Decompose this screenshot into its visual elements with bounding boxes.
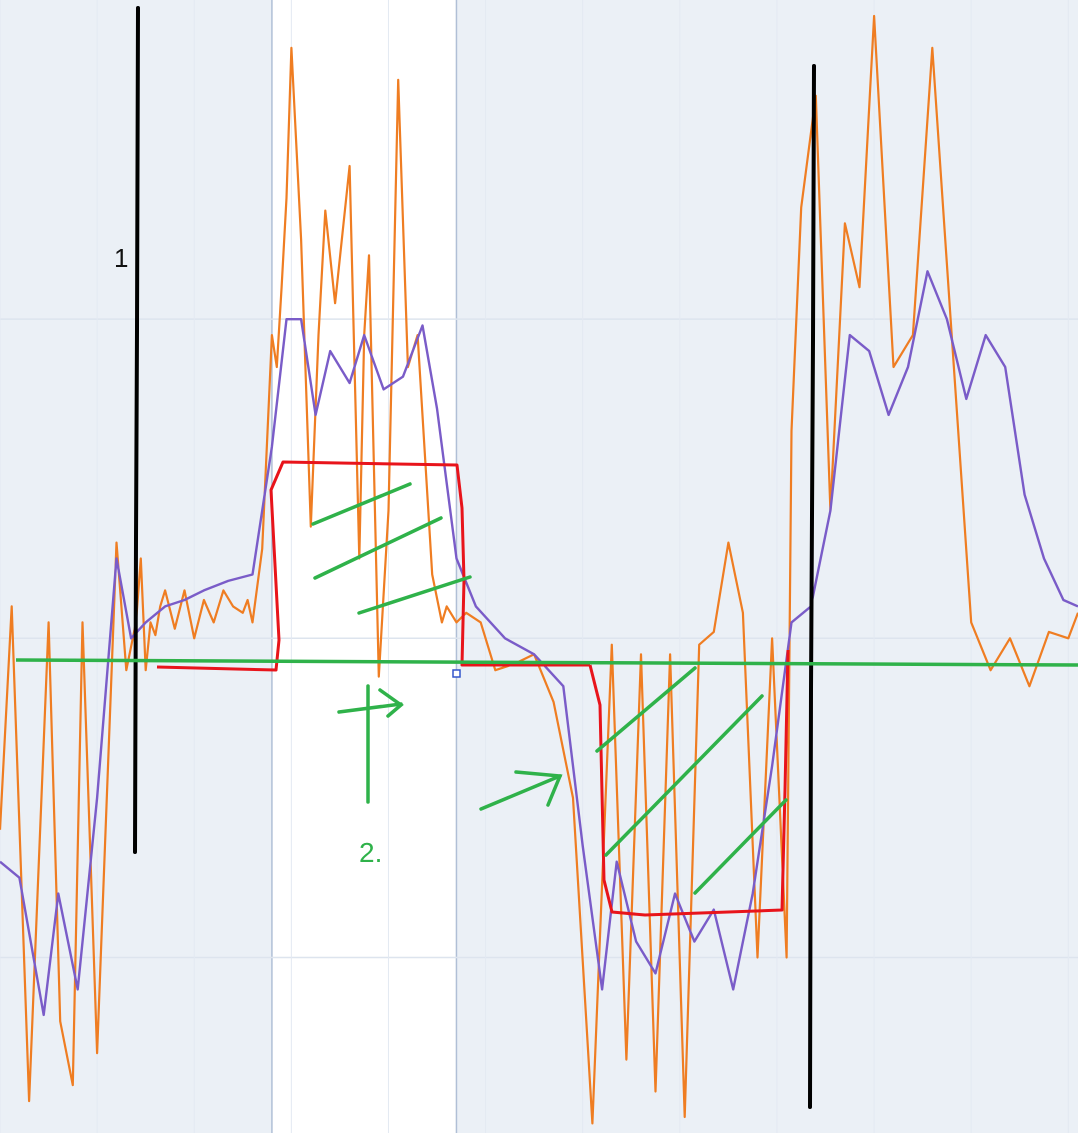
selection-handle-icon[interactable]: [452, 669, 461, 678]
red-outline-negative: [588, 649, 790, 917]
black-line-left: [133, 6, 140, 854]
green-arrow-upper: [337, 684, 404, 804]
annotation-label-one: 1: [114, 243, 128, 273]
green-hatch-lower: [595, 666, 788, 895]
green-hatch-upper: [311, 482, 472, 615]
black-line-right: [808, 64, 816, 1109]
red-outline-positive: [156, 460, 590, 672]
highlight-band: [271, 0, 457, 1133]
annotation-label-two: 2.: [359, 837, 382, 868]
green-baseline: [15, 658, 1078, 667]
series-line-2: [0, 270, 1078, 1017]
annotation-overlay: 1 2.: [15, 6, 1078, 1109]
green-arrow-lower: [479, 770, 563, 811]
series-layer: [0, 14, 1078, 1125]
